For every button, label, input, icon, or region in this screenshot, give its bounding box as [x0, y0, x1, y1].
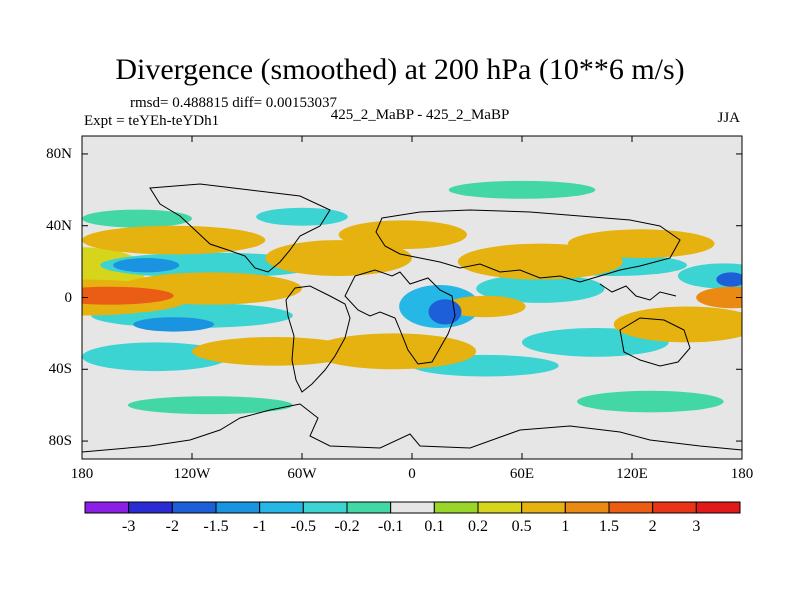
coastline-eurasia	[375, 209, 681, 283]
tick-marks	[81, 136, 743, 459]
colorbar-swatch-4	[259, 501, 304, 514]
colorbar-swatch-10	[521, 501, 566, 514]
field-contour-3	[448, 180, 596, 199]
colorbar-label-9: 0.5	[511, 518, 532, 535]
x-tick-label-4: 60E	[509, 466, 535, 482]
coastline-north-america	[149, 183, 331, 273]
colorbar-swatch-3	[215, 501, 261, 514]
field-contour-9	[476, 274, 605, 303]
x-tick-label-1: 120W	[173, 466, 211, 482]
coastline-maritime	[599, 283, 677, 301]
field-contour-29	[82, 286, 174, 305]
chart-title: Divergence (smoothed) at 200 hPa (10**6 …	[115, 53, 685, 86]
field-contour-22	[265, 240, 412, 276]
field-contour-7	[82, 342, 229, 372]
field-contour-27	[113, 258, 180, 273]
colorbar-label-12: 2	[648, 518, 657, 535]
colorbar-swatch-12	[608, 501, 654, 514]
coastline-antarctica	[82, 403, 742, 453]
colorbar-swatch-13	[652, 501, 697, 514]
colorbar-label-7: 0.1	[424, 518, 445, 535]
colorbar	[84, 501, 741, 514]
coastline-africa	[344, 269, 456, 365]
y-tick-label-2: 0	[64, 289, 73, 306]
field-contour-24	[445, 295, 526, 318]
field-contour-31	[428, 299, 462, 325]
coastline-south-america	[285, 285, 351, 393]
colorbar-label-11: 1.5	[599, 518, 619, 535]
colorbar-swatch-9	[477, 501, 523, 514]
colorbar-swatch-1	[128, 501, 173, 514]
colorbar-label-8: 0.2	[468, 518, 488, 535]
colorbar-label-5: -0.2	[334, 518, 360, 535]
x-tick-label-3: 0	[408, 466, 416, 482]
field-contour-19	[613, 306, 742, 343]
colorbar-swatch-7	[390, 501, 435, 514]
field-contour-30	[716, 272, 742, 287]
field-contour-1	[127, 396, 293, 415]
colorbar-label-3: -1	[252, 518, 267, 535]
case-label: 425_2_MaBP - 425_2_MaBP	[330, 107, 510, 123]
coastline-layer	[82, 183, 742, 453]
coastline-australia	[619, 317, 691, 367]
colorbar-swatch-8	[433, 501, 479, 514]
colorbar-label-6: -0.1	[377, 518, 404, 535]
y-tick-label-3: 40S	[48, 361, 72, 378]
field-contour-2	[577, 390, 724, 413]
x-tick-label-2: 60W	[287, 466, 317, 482]
colorbar-label-13: 3	[692, 518, 701, 535]
field-contour-28	[696, 286, 742, 309]
field-contour-26	[133, 317, 214, 332]
y-tick-label-4: 80S	[48, 433, 72, 450]
field-contour-14	[192, 336, 357, 366]
x-tick-label-5: 120E	[616, 466, 648, 482]
experiment-label: Expt = teYEh-teYDh1	[84, 113, 220, 129]
field-contour-8	[256, 207, 348, 226]
colorbar-swatch-5	[302, 501, 348, 514]
field-contour-0	[82, 209, 192, 228]
y-tick-label-1: 40N	[46, 217, 72, 234]
field-contour-16	[338, 220, 467, 250]
field-layer	[82, 180, 742, 415]
colorbar-label-4: -0.5	[290, 518, 316, 535]
x-tick-label-6: 180	[730, 466, 754, 482]
colorbar-swatch-11	[564, 501, 610, 514]
colorbar-label-0: -3	[121, 518, 136, 535]
colorbar-swatch-6	[346, 501, 392, 514]
y-tick-label-0: 80N	[46, 145, 72, 162]
field-contour-15	[82, 225, 266, 255]
stats-label: rmsd= 0.488815 diff= 0.00153037	[130, 95, 338, 111]
colorbar-swatch-2	[171, 501, 217, 514]
field-contour-25	[311, 333, 477, 370]
season-label: JJA	[717, 110, 740, 126]
field-contour-18	[567, 229, 715, 259]
colorbar-label-2: -1.5	[203, 518, 229, 535]
colorbar-label-10: 1	[561, 518, 570, 535]
colorbar-swatch-14	[695, 501, 741, 514]
colorbar-swatch-0	[84, 501, 130, 514]
x-tick-label-0: 180	[70, 466, 94, 482]
field-contour-17	[457, 243, 623, 280]
colorbar-label-1: -2	[165, 518, 179, 535]
